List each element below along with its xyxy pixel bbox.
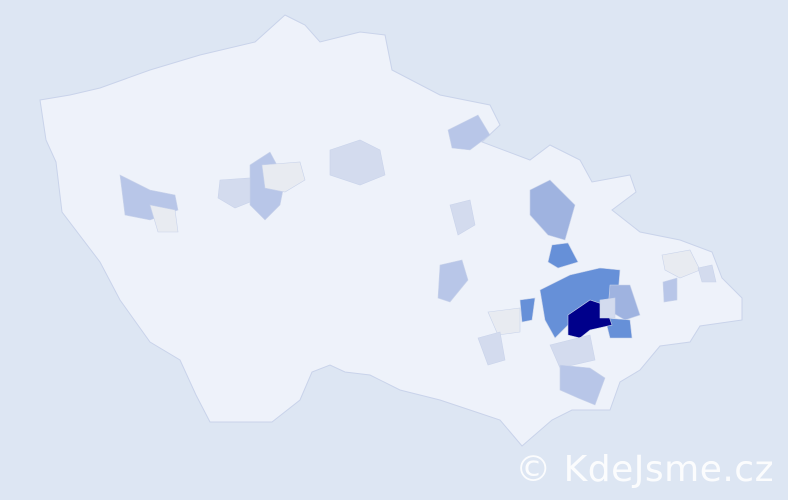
district-region [149, 204, 179, 233]
district-region [261, 161, 306, 193]
district-region [447, 114, 491, 151]
district-region [661, 249, 701, 279]
district-region [437, 259, 469, 303]
district-region [549, 334, 596, 369]
district-region [599, 297, 616, 319]
district-region [697, 264, 717, 283]
watermark: © KdeJsme.cz [515, 449, 774, 490]
district-region [559, 364, 606, 406]
district-region [217, 177, 256, 209]
district-region [547, 242, 579, 269]
district-region [329, 139, 386, 186]
district-region [449, 199, 476, 236]
country-outline [39, 14, 743, 447]
district-region [487, 307, 521, 336]
district-region [529, 179, 576, 241]
district-region [662, 277, 678, 303]
district-region [519, 297, 536, 323]
district-region [477, 331, 506, 366]
district-region [604, 317, 633, 339]
